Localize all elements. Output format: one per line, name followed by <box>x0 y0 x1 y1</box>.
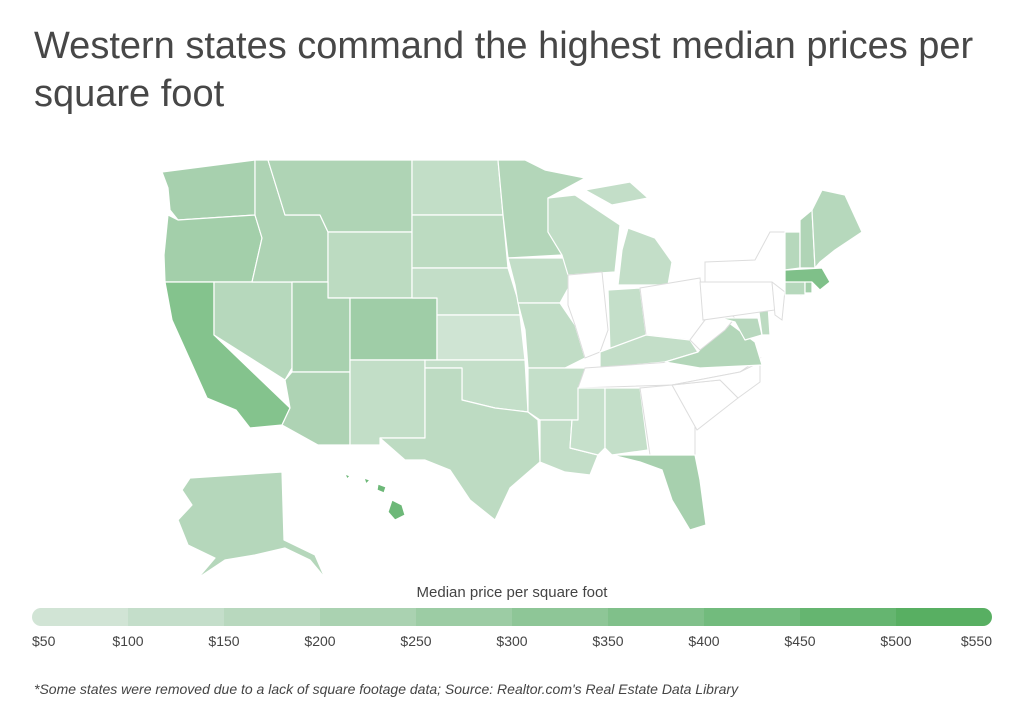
us-map: WashingtonOregonCaliforniaNevadaIdahoMon… <box>161 159 863 579</box>
legend-segment <box>320 608 416 626</box>
state-alabama: Alabama <box>604 387 649 456</box>
legend-tick-label: $150 <box>208 633 240 649</box>
state-florida: Florida <box>611 454 707 531</box>
legend-tick-label: $550 <box>960 633 992 649</box>
state-hawaii: Hawaii <box>344 473 406 521</box>
state-maine: Maine <box>811 189 863 269</box>
legend-tick-label: $400 <box>688 633 720 649</box>
legend-tick-labels: $50 $100 $150 $200 $250 $300 $350 $400 $450 $500 $… <box>0 633 1024 653</box>
state-washington: Washington <box>161 159 256 221</box>
state-new-mexico: New Mexico <box>349 359 426 446</box>
legend-title: Median price per square foot <box>416 584 608 601</box>
state-north-dakota: North Dakota <box>411 159 504 216</box>
state-colorado: Colorado <box>349 297 438 361</box>
legend-tick-label: $300 <box>496 633 528 649</box>
state-virginia: Virginia <box>664 319 763 369</box>
state-illinois: Illinois <box>567 271 609 359</box>
state-south-dakota: South Dakota <box>411 214 509 269</box>
state-ohio: Ohio <box>639 277 706 341</box>
legend-segment <box>128 608 224 626</box>
state-iowa: Iowa <box>507 257 571 304</box>
legend-segment <box>224 608 320 626</box>
legend-segment <box>896 608 992 626</box>
footnote: *Some states were removed due to a lack … <box>34 681 739 697</box>
state-arizona: Arizona <box>281 371 351 446</box>
state-vermont: Vermont <box>784 231 801 271</box>
legend-color-scale <box>32 608 992 626</box>
state-oregon: Oregon <box>163 214 263 283</box>
state-north-carolina: North Carolina <box>671 361 761 399</box>
state-massachusetts: Massachusetts <box>784 267 831 291</box>
state-maryland: Maryland <box>719 317 763 341</box>
state-alaska: Alaska <box>177 471 326 579</box>
legend-tick-label: $200 <box>304 633 336 649</box>
legend-segment <box>800 608 896 626</box>
legend-tick-label: $100 <box>112 633 144 649</box>
legend-segment <box>704 608 800 626</box>
legend-tick-label: $500 <box>880 633 912 649</box>
state-kansas: Kansas <box>436 314 526 361</box>
legend-tick-label: $50 <box>32 633 56 649</box>
legend-segment <box>608 608 704 626</box>
legend-tick-label: $250 <box>400 633 432 649</box>
legend-segment <box>512 608 608 626</box>
chart-title: Western states command the highest media… <box>34 25 974 115</box>
state-missouri: Missouri <box>517 302 586 369</box>
state-wyoming: Wyoming <box>327 231 413 299</box>
legend-tick-label: $450 <box>784 633 816 649</box>
state-arkansas: Arkansas <box>527 367 586 421</box>
legend-segment <box>416 608 512 626</box>
legend-segment <box>32 608 128 626</box>
state-texas: Texas <box>379 367 541 521</box>
legend-tick-label: $350 <box>592 633 624 649</box>
